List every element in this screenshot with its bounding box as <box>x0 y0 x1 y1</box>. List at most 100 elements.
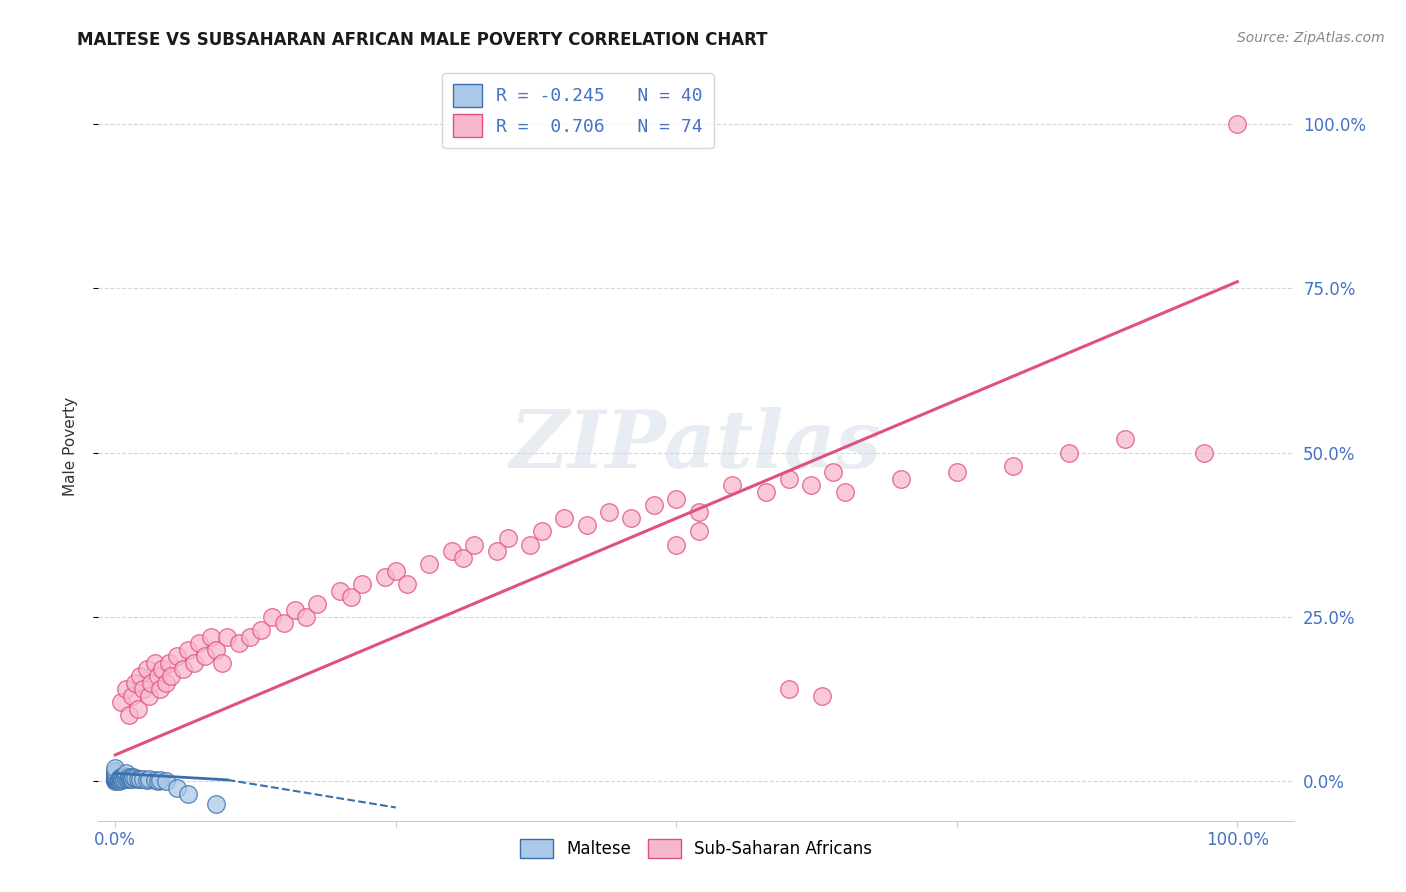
Point <box>121 772 143 787</box>
Point <box>177 642 200 657</box>
Point <box>284 603 307 617</box>
Point <box>104 761 127 775</box>
Point <box>188 636 211 650</box>
Point <box>598 505 620 519</box>
Point <box>110 770 132 784</box>
Point <box>129 669 152 683</box>
Point <box>496 531 519 545</box>
Point <box>530 524 553 539</box>
Point <box>160 669 183 683</box>
Text: ZIPatlas: ZIPatlas <box>510 408 882 484</box>
Point <box>295 610 318 624</box>
Point <box>155 773 177 788</box>
Point <box>1114 433 1136 447</box>
Point <box>146 669 169 683</box>
Point <box>120 771 142 785</box>
Point <box>665 538 688 552</box>
Point <box>104 764 127 779</box>
Point <box>643 498 665 512</box>
Point <box>143 772 166 787</box>
Point <box>946 465 969 479</box>
Point <box>115 771 138 785</box>
Point <box>340 590 363 604</box>
Point <box>418 558 440 572</box>
Point <box>117 772 139 787</box>
Point <box>104 772 127 787</box>
Point <box>834 485 856 500</box>
Point <box>157 656 180 670</box>
Point <box>205 797 228 812</box>
Point <box>104 767 127 781</box>
Point <box>112 770 135 784</box>
Point <box>166 649 188 664</box>
Point <box>778 472 800 486</box>
Point <box>104 769 127 783</box>
Point <box>104 770 127 784</box>
Point <box>211 656 233 670</box>
Point <box>440 544 463 558</box>
Point <box>778 682 800 697</box>
Point <box>811 689 834 703</box>
Point <box>138 689 160 703</box>
Point <box>118 772 141 786</box>
Point <box>127 772 149 786</box>
Point <box>374 570 396 584</box>
Point <box>135 663 157 677</box>
Point <box>239 630 262 644</box>
Point <box>1001 458 1024 473</box>
Point <box>194 649 217 664</box>
Point <box>132 682 155 697</box>
Point <box>166 780 188 795</box>
Point <box>124 771 146 785</box>
Point <box>104 766 127 780</box>
Point <box>108 771 131 785</box>
Point <box>143 656 166 670</box>
Point <box>127 702 149 716</box>
Point <box>177 788 200 802</box>
Point <box>118 770 141 784</box>
Point <box>688 524 710 539</box>
Point <box>172 663 194 677</box>
Point <box>104 772 127 787</box>
Point <box>205 642 228 657</box>
Point <box>890 472 912 486</box>
Point <box>250 623 273 637</box>
Point <box>463 538 485 552</box>
Point <box>107 774 129 789</box>
Point <box>110 695 132 709</box>
Point <box>575 517 598 532</box>
Point <box>1057 445 1080 459</box>
Point <box>138 772 160 787</box>
Point <box>107 772 129 787</box>
Point <box>262 610 284 624</box>
Point <box>395 577 418 591</box>
Point <box>141 675 163 690</box>
Point <box>150 663 173 677</box>
Point <box>352 577 374 591</box>
Point <box>519 538 541 552</box>
Point <box>721 478 744 492</box>
Point <box>620 511 643 525</box>
Point <box>135 772 157 787</box>
Text: MALTESE VS SUBSAHARAN AFRICAN MALE POVERTY CORRELATION CHART: MALTESE VS SUBSAHARAN AFRICAN MALE POVER… <box>77 31 768 49</box>
Point <box>800 478 823 492</box>
Point <box>115 682 138 697</box>
Point <box>307 597 329 611</box>
Text: Source: ZipAtlas.com: Source: ZipAtlas.com <box>1237 31 1385 45</box>
Point <box>146 773 169 788</box>
Point <box>132 772 155 787</box>
Point <box>149 682 172 697</box>
Legend: Maltese, Sub-Saharan Africans: Maltese, Sub-Saharan Africans <box>513 832 879 864</box>
Point <box>553 511 575 525</box>
Point <box>688 505 710 519</box>
Point <box>114 769 136 783</box>
Point <box>104 774 127 789</box>
Point <box>149 772 172 787</box>
Point <box>273 616 295 631</box>
Point <box>1226 117 1249 131</box>
Point <box>155 675 177 690</box>
Point <box>129 772 152 787</box>
Point <box>115 766 138 780</box>
Point <box>665 491 688 506</box>
Point <box>200 630 222 644</box>
